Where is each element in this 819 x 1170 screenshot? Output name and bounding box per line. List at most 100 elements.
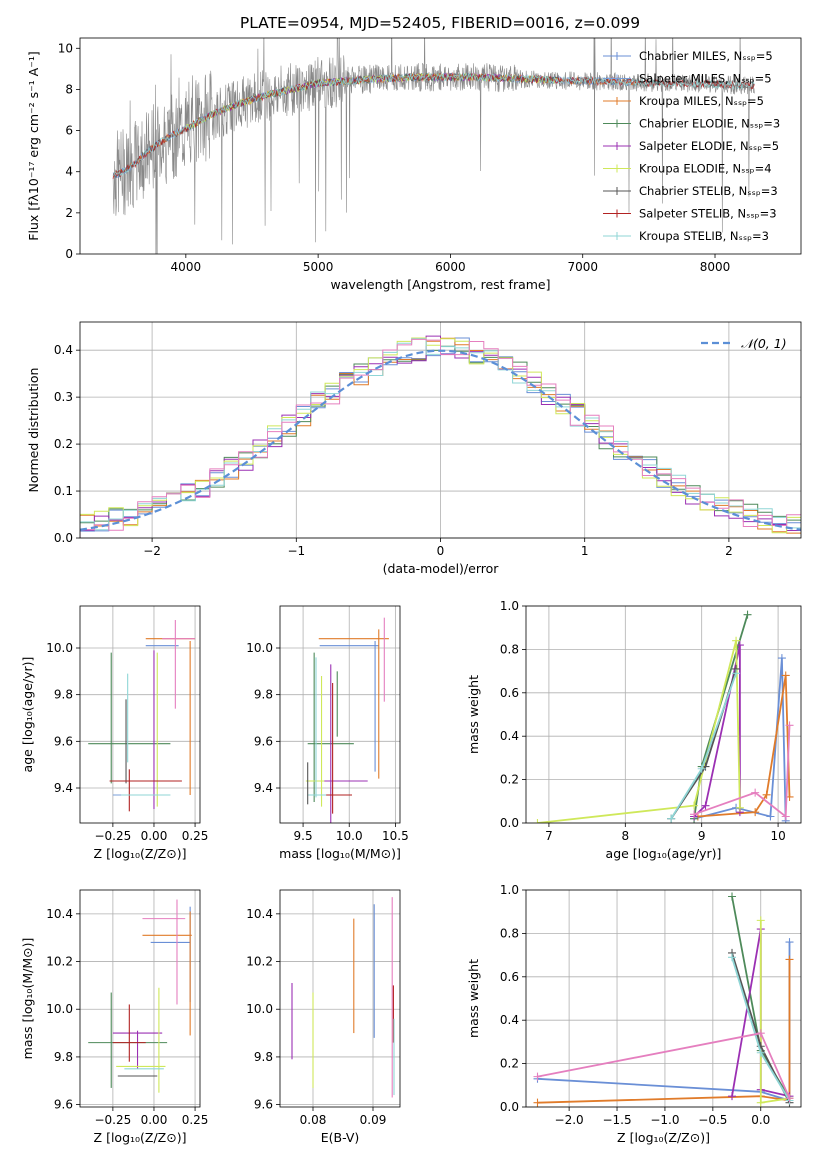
weight-marker-chabrier_miles [766, 812, 775, 821]
x-tick-label: 0.25 [182, 829, 209, 843]
weight-marker-kroupa_elodie [533, 819, 542, 823]
y-tick-label: 0 [65, 247, 73, 261]
mass_vs_EBV-plot-area [291, 897, 395, 1098]
x-tick-label: 8000 [700, 260, 731, 274]
legend-entry: Kroupa MILES, Nₛₛₚ=5 [639, 94, 764, 108]
y-tick-label: 0.0 [500, 816, 519, 830]
weight-marker-kroupa_stelib [756, 1048, 765, 1057]
x-tick-label: −1 [287, 544, 305, 558]
x-tick-label: −1.0 [650, 1113, 679, 1127]
massweight_vs_age-plot-area [533, 610, 794, 823]
y-tick-label: 8 [65, 82, 73, 96]
x-tick-label: 10 [770, 829, 785, 843]
y-tick-label: 0.0 [500, 1100, 519, 1114]
spectrum-plot-area [112, 38, 755, 254]
x-tick-label: 6000 [435, 260, 466, 274]
x-axis-label: E(B-V) [321, 1130, 360, 1145]
legend-entry: Kroupa STELIB, Nₛₛₚ=3 [639, 229, 769, 243]
y-tick-label: 10.2 [46, 955, 73, 969]
y-tick-label: 10.0 [46, 641, 73, 655]
y-tick-label: 0.2 [500, 1057, 519, 1071]
mass_vs_Z-panel: −0.25 0.00 0.25 9.6 9.8 10.0 10.2 10.4 Z [log₁₀(… [20, 889, 209, 1145]
y-axis-label: mass weight [466, 675, 481, 754]
y-tick-label: 4 [65, 165, 73, 179]
y-tick-label: 9.8 [54, 1050, 73, 1064]
y-tick-label: 9.6 [54, 1098, 73, 1112]
y-axis-label: Flux [fλ10⁻¹⁷ erg cm⁻² s⁻¹ A⁻¹] [26, 51, 41, 240]
y-tick-label: 10.2 [246, 955, 273, 969]
y-tick-label: 0.3 [54, 390, 73, 404]
x-tick-label: −2 [143, 544, 161, 558]
weight-marker-chabrier_elodie [728, 892, 737, 901]
legend-entry: Salpeter MILES, Nₛₛₚ=5 [639, 72, 772, 86]
x-tick-label: 10.5 [382, 829, 409, 843]
x-tick-label: 0.00 [141, 829, 168, 843]
weight-marker-kroupa_miles [762, 790, 771, 799]
legend-entry: Salpeter ELODIE, Nₛₛₚ=5 [639, 139, 779, 153]
massweight_vs_age-panel: 7 8 9 10 0.0 0.2 0.4 0.6 0.8 1.0 age [log₁₀(age/yr… [466, 599, 802, 861]
y-tick-label: 1.0 [500, 883, 519, 897]
legend-entry: Kroupa ELODIE, Nₛₛₚ=4 [639, 162, 772, 176]
massweight_vs_Z-plot-area [533, 892, 794, 1107]
weight-marker-kroupa_miles [785, 955, 794, 964]
y-tick-label: 0.6 [500, 686, 519, 700]
y-tick-label: 0.1 [54, 484, 73, 498]
x-tick-label: 7000 [567, 260, 598, 274]
mass_vs_Z-plot-area [88, 899, 192, 1093]
y-tick-label: 9.8 [254, 1050, 273, 1064]
legend-entry: Salpeter STELIB, Nₛₛₚ=3 [639, 207, 777, 221]
y-tick-label: 0.2 [500, 773, 519, 787]
y-tick-label: 10 [58, 41, 73, 55]
weight-marker-kroupa_elodie [735, 803, 744, 812]
y-tick-label: 9.8 [54, 688, 73, 702]
y-tick-label: 9.4 [254, 781, 273, 795]
x-tick-label: −0.25 [94, 829, 131, 843]
spectrum-panel: 4000 5000 6000 7000 8000 0 2 4 6 8 10 wavelength [A… [26, 37, 802, 292]
y-tick-label: 10.4 [246, 907, 273, 921]
weight-line-pink [537, 1032, 791, 1099]
weight-marker-pink [751, 788, 760, 797]
y-tick-label: 10.0 [46, 1002, 73, 1016]
weight-marker-kroupa_miles [533, 1098, 542, 1107]
x-axis-label: mass [log₁₀(M/M⊙)] [279, 846, 401, 861]
weight-marker-pink [690, 810, 699, 819]
x-tick-label: 8 [621, 829, 629, 843]
age_vs_mass-panel: 9.5 10.0 10.5 9.4 9.6 9.8 10.0 mass [log₁₀(M/M⊙… [246, 605, 409, 861]
x-axis-label: Z [log₁₀(Z/Z⊙)] [94, 846, 187, 861]
weight-marker-chabrier_miles [785, 938, 794, 947]
weight-marker-pink [533, 1072, 542, 1081]
weight-marker-pink [785, 1094, 794, 1103]
x-tick-label: 9.5 [294, 829, 313, 843]
x-tick-label: 0.25 [182, 1113, 209, 1127]
axes-frame [279, 889, 401, 1108]
normal-curve-line [80, 349, 801, 531]
x-tick-label: 10.0 [336, 829, 363, 843]
x-tick-label: 0.00 [141, 1113, 168, 1127]
y-tick-label: 0.2 [54, 437, 73, 451]
x-tick-label: 1 [581, 544, 589, 558]
axes-frame [525, 605, 802, 824]
axes-frame [79, 889, 201, 1108]
x-tick-label: 2 [725, 544, 733, 558]
age_vs_Z-panel: −0.25 0.00 0.25 9.4 9.6 9.8 10.0 Z [log₁₀(Z/Z⊙)… [20, 605, 209, 861]
axes-frame [79, 37, 802, 255]
x-tick-label: 0.08 [300, 1113, 327, 1127]
x-tick-label: 7 [545, 829, 553, 843]
y-tick-label: 0.0 [54, 531, 73, 545]
axes-frame [279, 605, 401, 824]
weight-marker-chabrier_elodie [743, 610, 752, 619]
weight-marker-kroupa_elodie [732, 636, 741, 645]
age_vs_mass-plot-area [305, 617, 389, 823]
weight-marker-kroupa_elodie [690, 801, 699, 810]
weight-marker-kroupa_miles [751, 808, 760, 817]
y-tick-label: 9.6 [254, 734, 273, 748]
x-tick-label: −2.0 [555, 1113, 584, 1127]
histogram-step-pink [80, 338, 801, 538]
y-tick-label: 9.8 [254, 688, 273, 702]
y-tick-label: 10.4 [46, 907, 73, 921]
weight-marker-pink [785, 721, 794, 730]
y-tick-label: 10.0 [246, 1002, 273, 1016]
weight-marker-kroupa_elodie [756, 1098, 765, 1107]
y-tick-label: 0.8 [500, 642, 519, 656]
x-tick-label: 5000 [303, 260, 334, 274]
